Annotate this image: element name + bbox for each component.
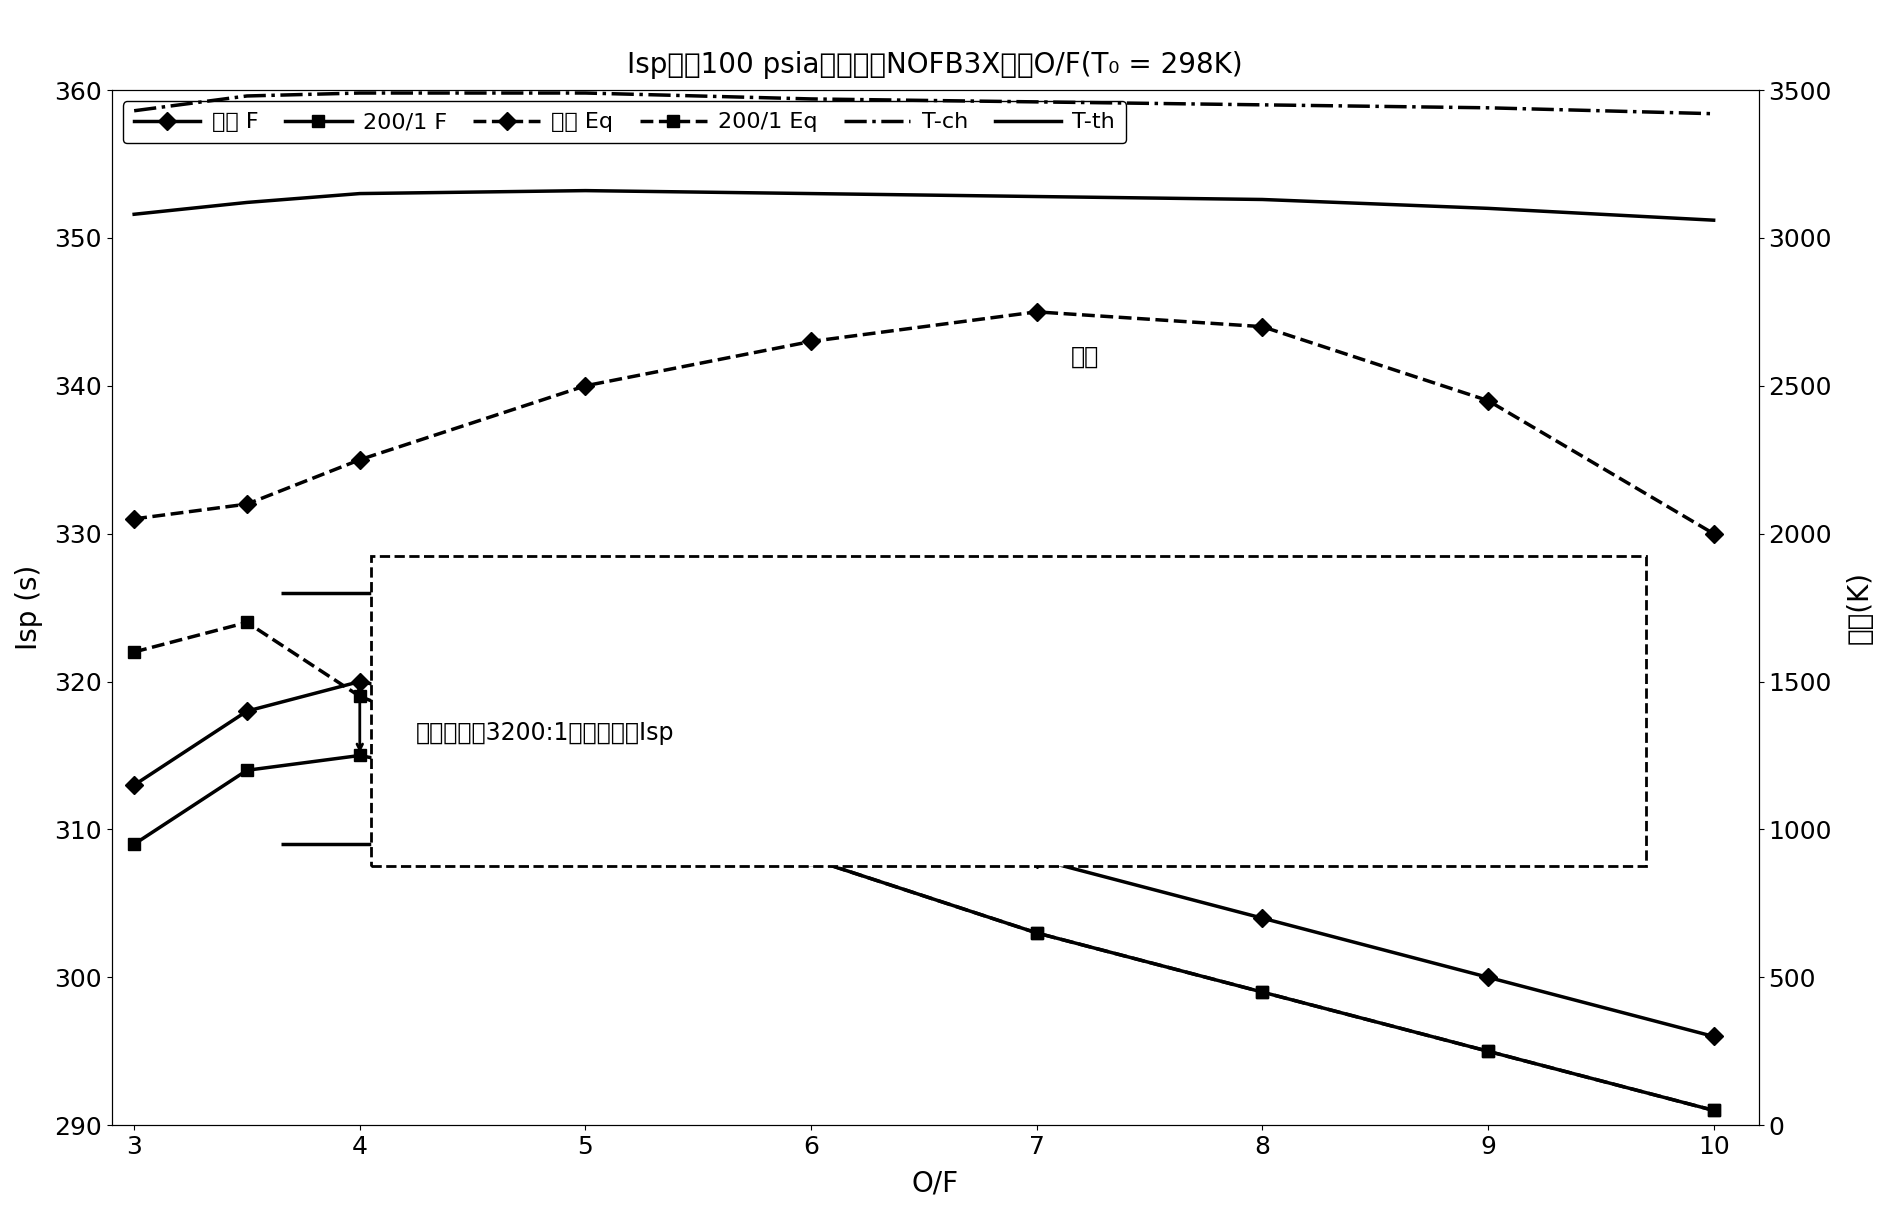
200/1 F (1477, 1044, 1500, 1059)
200/1 Eq (1026, 926, 1048, 940)
200/1 Eq (348, 689, 370, 704)
T-th (1026, 189, 1048, 204)
Text: 在喉部处的凝固: 在喉部处的凝固 (901, 803, 999, 827)
200/1 Eq (123, 644, 145, 659)
真空 Eq (574, 378, 597, 393)
T-ch (574, 86, 597, 101)
真空 Eq (799, 334, 822, 348)
T-ch (1702, 107, 1725, 121)
真空 F (236, 704, 259, 718)
200/1 Eq (1702, 1103, 1725, 1117)
Line: T-th: T-th (134, 190, 1713, 221)
真空 Eq (1702, 526, 1725, 541)
T-th (1477, 201, 1500, 216)
真空 Eq (348, 452, 370, 467)
200/1 Eq (236, 615, 259, 630)
Line: 真空 Eq: 真空 Eq (128, 306, 1719, 540)
真空 Eq (1251, 319, 1273, 334)
Line: T-ch: T-ch (134, 93, 1713, 114)
T-ch (1251, 97, 1273, 112)
真空 F (123, 778, 145, 792)
T-ch (1026, 95, 1048, 109)
200/1 F (123, 837, 145, 852)
Line: 真空 F: 真空 F (128, 676, 1719, 1043)
T-th (799, 187, 822, 201)
真空 F (574, 718, 597, 733)
200/1 Eq (574, 778, 597, 792)
200/1 Eq (799, 852, 822, 866)
200/1 F (1702, 1103, 1725, 1117)
真空 Eq (1477, 393, 1500, 408)
200/1 F (236, 763, 259, 778)
200/1 F (799, 852, 822, 866)
200/1 F (1026, 926, 1048, 940)
Text: 平衡: 平衡 (1071, 344, 1099, 369)
T-ch (1477, 101, 1500, 115)
T-ch (799, 92, 822, 107)
真空 F (1477, 970, 1500, 985)
T-th (123, 207, 145, 222)
T-th (348, 187, 370, 201)
真空 F (1251, 911, 1273, 926)
Text: 实验观察的3200:1至真空等价Isp: 实验观察的3200:1至真空等价Isp (416, 722, 674, 745)
Line: 200/1 F: 200/1 F (128, 750, 1719, 1117)
200/1 F (348, 748, 370, 763)
Y-axis label: Isp (s): Isp (s) (15, 565, 43, 650)
真空 F (1026, 852, 1048, 866)
T-th (1251, 192, 1273, 206)
200/1 F (1251, 985, 1273, 1000)
FancyBboxPatch shape (370, 556, 1645, 866)
X-axis label: O/F: O/F (912, 1171, 960, 1198)
T-ch (236, 89, 259, 103)
T-th (1702, 213, 1725, 228)
Y-axis label: 温度(K): 温度(K) (1846, 571, 1874, 644)
真空 Eq (123, 512, 145, 526)
200/1 Eq (1477, 1044, 1500, 1059)
Legend: 真空 F, 200/1 F, 真空 Eq, 200/1 Eq, T-ch, T-th: 真空 F, 200/1 F, 真空 Eq, 200/1 Eq, T-ch, T-… (123, 101, 1126, 143)
T-th (574, 183, 597, 198)
真空 F (799, 792, 822, 807)
T-ch (348, 86, 370, 101)
Title: Isp（在100 psia室压下的NOFB3X）与O/F(T₀ = 298K): Isp（在100 psia室压下的NOFB3X）与O/F(T₀ = 298K) (627, 51, 1243, 79)
Line: 200/1 Eq: 200/1 Eq (128, 616, 1719, 1117)
真空 F (1702, 1029, 1725, 1043)
200/1 F (574, 792, 597, 807)
真空 F (348, 674, 370, 689)
T-th (236, 195, 259, 210)
T-ch (123, 103, 145, 118)
真空 Eq (1026, 304, 1048, 319)
真空 Eq (236, 497, 259, 512)
200/1 Eq (1251, 985, 1273, 1000)
